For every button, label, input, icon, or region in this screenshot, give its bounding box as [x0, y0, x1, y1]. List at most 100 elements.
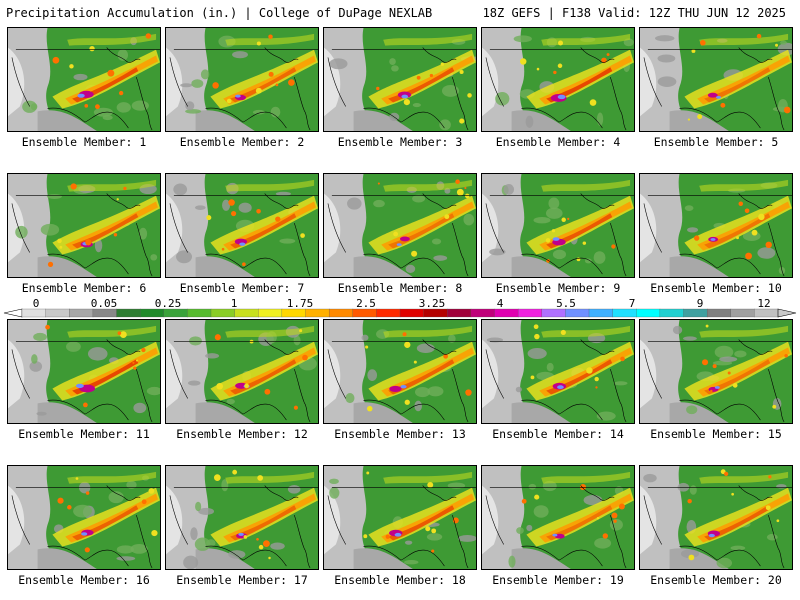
great-lakes-outline: [422, 47, 457, 63]
rain-speck: [117, 331, 122, 335]
extreme-rain-core: [714, 386, 720, 389]
shading-patch: [345, 392, 355, 404]
shading-patch: [526, 524, 533, 532]
rain-speck: [243, 535, 248, 539]
west-coast-outline: [643, 57, 662, 107]
colorbar-swatch: [92, 308, 117, 318]
shading-patch: [527, 347, 547, 359]
rain-speck: [710, 389, 713, 393]
rain-speck: [256, 209, 261, 214]
gulf-coast-outline: [521, 545, 603, 567]
shading-patch: [238, 202, 252, 213]
extreme-rain-core: [235, 94, 241, 98]
shading-patch: [133, 402, 147, 414]
west-coast-outline: [643, 495, 662, 545]
precipitation-map: [640, 466, 792, 569]
shading-patch: [780, 40, 787, 45]
dry-region-southwest: [482, 47, 499, 117]
rain-speck: [268, 34, 273, 39]
rain-speck: [691, 49, 696, 53]
rain-speck: [751, 229, 758, 236]
great-lakes-outline: [422, 193, 457, 209]
rain-speck: [521, 498, 527, 504]
rain-streak-north: [67, 471, 157, 484]
ensemble-map-panel: [639, 27, 793, 132]
rain-speck: [429, 73, 434, 78]
west-coast-outline: [485, 349, 504, 399]
shading-patch: [36, 411, 47, 416]
rain-speck: [720, 102, 726, 108]
precipitation-map: [482, 466, 634, 569]
shading-patch: [275, 191, 291, 196]
shading-patch: [486, 337, 504, 343]
rain-speck: [255, 87, 262, 94]
colorbar-swatch: [565, 308, 590, 318]
shading-patch: [228, 550, 246, 559]
dry-region-mexico: [195, 548, 255, 569]
ensemble-member-caption: Ensemble Member: 2: [179, 135, 305, 149]
rain-speck: [589, 99, 597, 106]
colorbar-swatch: [210, 308, 236, 318]
rain-band-orange: [539, 493, 633, 543]
rain-speck: [557, 63, 563, 69]
ensemble-member-caption: Ensemble Member: 14: [492, 427, 624, 441]
colorbar-tick-label: 7: [628, 297, 636, 310]
ensemble-map-panel: [323, 27, 477, 132]
rain-speck: [736, 236, 739, 240]
ensemble-map-panel: [323, 319, 477, 424]
extreme-rain-core: [401, 94, 409, 99]
rain-speck: [293, 405, 298, 410]
rain-speck: [95, 104, 100, 110]
shading-patch: [546, 362, 554, 372]
shading-patch: [593, 251, 606, 264]
rain-speck: [595, 386, 598, 389]
dry-region-mexico: [195, 402, 255, 423]
rain-speck: [687, 498, 692, 504]
colorbar-swatch: [730, 308, 755, 318]
rain-speck: [85, 491, 90, 495]
rain-speck: [226, 98, 232, 104]
shading-patch: [191, 79, 204, 88]
rain-speck: [262, 540, 270, 547]
rain-speck: [256, 41, 261, 46]
shading-patch: [515, 386, 522, 393]
ensemble-map-panel: [481, 173, 635, 278]
rain-speck: [363, 534, 368, 539]
ensemble-map-panel: [639, 173, 793, 278]
shading-patch: [677, 482, 690, 492]
gulf-coast-outline: [205, 545, 287, 567]
shading-patch: [221, 479, 229, 492]
colorbar-swatch: [612, 308, 637, 318]
rain-band-red: [704, 505, 771, 541]
shading-patch: [426, 533, 443, 541]
precipitation-map: [8, 466, 160, 569]
shading-patch: [412, 103, 421, 108]
rain-speck: [772, 404, 777, 409]
shading-patch: [441, 84, 460, 97]
rain-band-red: [704, 359, 771, 395]
gulf-coast-outline: [679, 107, 761, 129]
shading-patch: [689, 485, 697, 495]
extreme-rain-core: [552, 237, 560, 241]
dry-region-mexico: [511, 548, 571, 569]
rain-speck: [366, 471, 370, 475]
rain-band-red: [388, 505, 455, 541]
rain-speck: [561, 217, 566, 223]
shading-patch: [682, 336, 697, 341]
shading-patch: [528, 483, 537, 490]
rain-speck: [264, 388, 271, 395]
colorbar-svg: [3, 308, 797, 318]
ensemble-member-caption: Ensemble Member: 10: [650, 281, 782, 295]
colorbar-tick-label: 12: [757, 297, 771, 310]
extreme-rain-core: [394, 532, 402, 537]
shading-patch: [252, 109, 266, 115]
run-info: 18Z GEFS | F138 Valid: 12Z THU JUN 12 20…: [482, 6, 786, 20]
ensemble-map-panel: [7, 173, 161, 278]
rain-speck: [135, 359, 138, 362]
rain-speck: [411, 250, 418, 257]
colorbar-swatch: [187, 308, 212, 318]
east-coast-outline: [294, 368, 311, 423]
shading-patch: [712, 360, 733, 366]
rain-streak-north: [225, 325, 315, 338]
rain-speck: [403, 99, 410, 106]
